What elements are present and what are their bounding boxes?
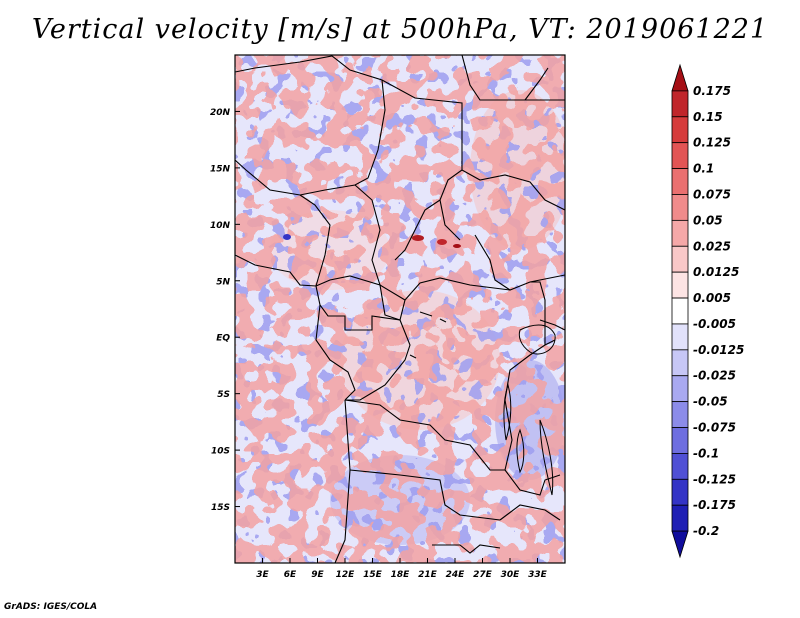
colorbar-label: 0.005 [693,291,731,305]
lat-tick-label: 10S [211,447,230,457]
colorbar-segment [671,271,689,299]
lon-tick-label: 21E [418,570,438,580]
colorbar-label: 0.0125 [693,265,739,279]
colorbar-label: -0.175 [693,498,736,512]
lat-tick-label: 5N [216,277,230,287]
colorbar-segment [671,375,689,403]
colorbar-segment [671,142,689,169]
lon-tick-label: 12E [336,570,356,580]
colorbar-label: 0.075 [693,187,731,201]
lat-tick-label: 15N [210,164,231,174]
velocity-field [235,55,565,563]
lat-tick-label: 5S [217,390,230,400]
colorbar-segment [671,168,689,195]
lat-tick-label: 10N [210,221,231,231]
lon-tick-label: 24E [446,570,466,580]
colorbar-segment [671,63,689,92]
colorbar-segment [671,297,689,325]
colorbar-segment [671,194,689,221]
colorbar-label: -0.1 [693,446,719,460]
colorbar-segment [671,90,689,118]
lon-tick-label: 18E [391,570,411,580]
latitude-axis: 20N 15N 10N 5N EQ 5S 10S 15S [210,108,240,513]
colorbar-label: -0.005 [693,317,736,331]
colorbar-segment [671,478,689,506]
colorbar-segment [671,530,689,559]
lon-tick-label: 33E [528,570,548,580]
colorbar-label: -0.0125 [693,343,744,357]
credit-label: GrADS: IGES/COLA [4,602,98,612]
colorbar-label: 0.025 [693,239,731,253]
lon-tick-label: 15E [363,570,383,580]
colorbar-segment [671,116,689,144]
colorbar-segment [671,349,689,377]
lakes [409,311,556,496]
longitude-axis: 3E 6E 9E 12E 15E 18E 21E 24E 27E 30E 33E [256,558,548,580]
colorbar-label: 0.1 [693,162,714,176]
colorbar-segment [671,401,689,428]
country-borders [235,55,565,563]
colorbar-label: 0.05 [693,213,723,227]
lon-tick-label: 9E [311,570,324,580]
colorbar-label: 0.175 [693,84,731,98]
colorbar-label: -0.2 [693,524,719,538]
colorbar: 0.175 0.15 0.125 0.1 0.075 0.05 0.025 0.0125 0.0… [671,63,744,559]
colorbar-segment [671,323,689,351]
colorbar-segment [671,427,689,454]
lon-tick-label: 3E [256,570,269,580]
colorbar-label: -0.125 [693,472,736,486]
colorbar-label: -0.025 [693,369,736,383]
colorbar-segment [671,245,689,273]
colorbar-label: 0.15 [693,110,723,124]
map-title: Vertical velocity [m/s] at 500hPa, VT: 2… [31,14,769,45]
lon-tick-label: 27E [473,570,493,580]
lon-tick-label: 6E [284,570,297,580]
colorbar-segment [671,504,689,532]
lon-tick-label: 30E [501,570,521,580]
colorbar-label: -0.05 [693,395,728,409]
lat-tick-label: EQ [216,334,230,344]
lat-tick-label: 20N [210,108,231,118]
colorbar-label: -0.075 [693,421,736,435]
colorbar-segment [671,219,689,247]
colorbar-segment [671,453,689,480]
lat-tick-label: 15S [211,503,230,513]
colorbar-label: 0.125 [693,136,731,150]
